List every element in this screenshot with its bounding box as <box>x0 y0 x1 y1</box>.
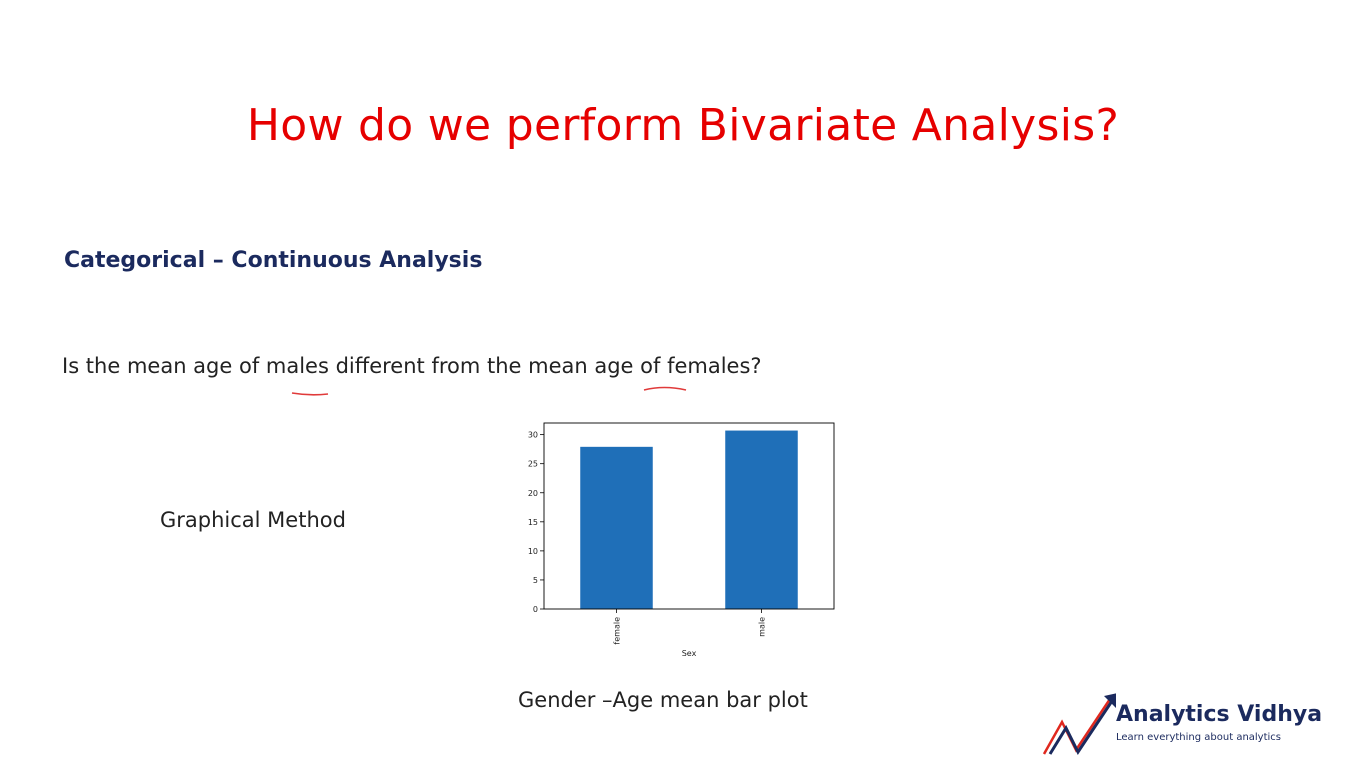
slide-title: How do we perform Bivariate Analysis? <box>246 100 1120 151</box>
plot-frame <box>543 422 835 610</box>
logo-arrow-icon <box>1042 692 1122 755</box>
section-subtitle: Categorical – Continuous Analysis <box>64 248 483 273</box>
underline-age <box>643 386 687 391</box>
underline-males <box>291 392 329 396</box>
bar-male <box>725 430 798 609</box>
y-tick-label-30: 30 <box>528 431 538 440</box>
x-axis-label: Sex <box>682 649 697 658</box>
x-tick-label-male: male <box>758 617 767 637</box>
bar-chart: female male 0 5 10 15 20 25 30 Sex <box>528 422 835 658</box>
x-tick-label-female: female <box>613 617 622 645</box>
chart-caption: Gender –Age mean bar plot <box>518 688 808 712</box>
analytics-vidhya-logo: Analytics Vidhya Learn everything about … <box>1040 688 1340 758</box>
y-tick-label-10: 10 <box>528 547 538 556</box>
bar-female <box>580 446 653 609</box>
method-label: Graphical Method <box>160 508 346 532</box>
logo-tagline: Learn everything about analytics <box>1116 732 1282 743</box>
question-text: Is the mean age of males different from … <box>62 354 762 378</box>
y-tick-label-15: 15 <box>528 518 538 527</box>
y-tick-label-20: 20 <box>528 489 538 498</box>
y-tick-label-25: 25 <box>528 460 538 469</box>
y-tick-label-5: 5 <box>533 576 538 585</box>
logo-name: Analytics Vidhya <box>1116 702 1323 727</box>
y-tick-label-0: 0 <box>533 605 538 614</box>
